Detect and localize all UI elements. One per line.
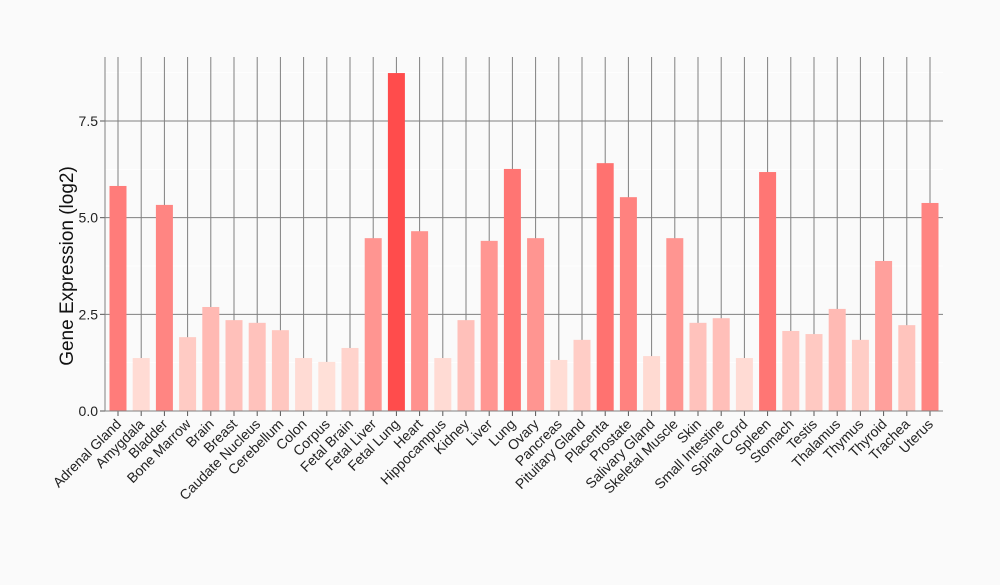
- bar-liver[interactable]: [480, 240, 498, 411]
- y-axis-label: Gene Expression (log2): [57, 166, 78, 366]
- bar-bladder[interactable]: [155, 204, 173, 411]
- y-tick-label: 7.5: [79, 113, 99, 129]
- bar-thymus[interactable]: [851, 339, 869, 411]
- bar-colon[interactable]: [295, 358, 313, 411]
- bar-amygdala[interactable]: [132, 358, 150, 411]
- bar-ovary[interactable]: [527, 238, 545, 411]
- bar-bone-marrow[interactable]: [179, 337, 197, 411]
- bar-brain[interactable]: [202, 306, 220, 411]
- bar-corpus[interactable]: [318, 361, 336, 411]
- y-tick-label: 5.0: [79, 210, 99, 226]
- bar-pituitary-gland[interactable]: [573, 339, 591, 411]
- bar-salivary-gland[interactable]: [643, 356, 661, 411]
- y-tick-label: 0.0: [79, 403, 99, 419]
- bar-heart[interactable]: [411, 231, 429, 411]
- bar-thyroid[interactable]: [875, 260, 893, 411]
- bar-fetal-brain[interactable]: [341, 347, 359, 411]
- bar-uterus[interactable]: [921, 202, 939, 411]
- bars: [109, 73, 939, 411]
- bar-placenta[interactable]: [596, 163, 614, 411]
- bar-small-intestine[interactable]: [712, 318, 730, 411]
- bar-testis[interactable]: [805, 334, 823, 411]
- bar-spinal-cord[interactable]: [735, 358, 753, 411]
- bar-cerebellum[interactable]: [271, 330, 289, 411]
- bar-skeletal-muscle[interactable]: [666, 238, 684, 411]
- bar-pancreas[interactable]: [550, 359, 568, 411]
- bar-breast[interactable]: [225, 320, 243, 411]
- bar-trachea[interactable]: [898, 325, 916, 411]
- bar-adrenal-gland[interactable]: [109, 185, 127, 411]
- bar-fetal-liver[interactable]: [364, 238, 382, 411]
- bar-stomach[interactable]: [782, 330, 800, 411]
- bar-skin[interactable]: [689, 322, 707, 411]
- bar-fetal-lung[interactable]: [387, 73, 405, 411]
- bar-lung[interactable]: [503, 168, 521, 411]
- bar-kidney[interactable]: [457, 320, 475, 411]
- bar-thalamus[interactable]: [828, 308, 846, 411]
- y-tick-label: 2.5: [79, 306, 99, 322]
- bar-caudate-nucleus[interactable]: [248, 322, 266, 411]
- bar-hippocampus[interactable]: [434, 358, 452, 411]
- bar-prostate[interactable]: [619, 197, 637, 411]
- bar-spleen[interactable]: [759, 172, 777, 411]
